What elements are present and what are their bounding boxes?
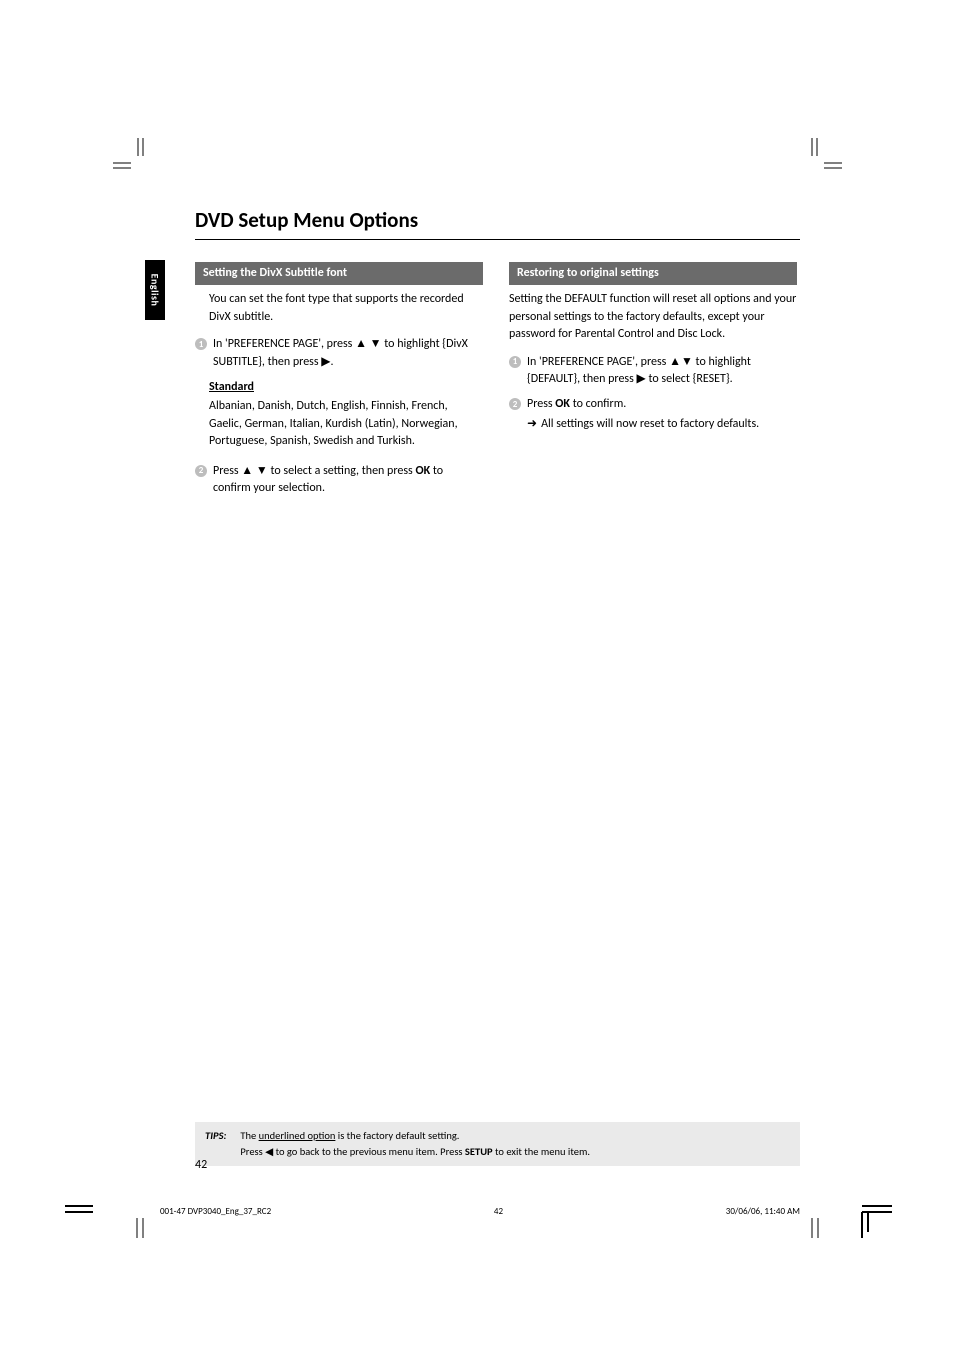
page-content: DVD Setup Menu Options Setting the DivX …	[195, 207, 800, 1197]
right-column: Restoring to original settings Setting t…	[509, 262, 797, 505]
result-text: All settings will now reset to factory d…	[541, 416, 759, 433]
left-column: Setting the DivX Subtitle font You can s…	[195, 262, 483, 505]
tips-box: TIPS: The underlined option is the facto…	[195, 1122, 800, 1166]
step-1-body: In 'PREFERENCE PAGE', press ▲ ▼ to highl…	[213, 336, 483, 371]
standard-body: Albanian, Danish, Dutch, English, Finnis…	[209, 398, 483, 450]
footer-file: 001-47 DVP3040_Eng_37_RC2	[160, 1206, 271, 1217]
page-number: 42	[195, 1158, 207, 1172]
step-1: 1 In 'PREFERENCE PAGE', press ▲ ▼ to hig…	[195, 336, 483, 371]
arrow-icon: ➜	[527, 416, 537, 433]
section-header-divx: Setting the DivX Subtitle font	[195, 262, 483, 285]
footer-page: 42	[494, 1206, 503, 1217]
result-arrow-line: ➜ All settings will now reset to factory…	[527, 416, 797, 433]
language-tab: English	[145, 260, 165, 320]
section-header-restore: Restoring to original settings	[509, 262, 797, 285]
step-2: 2 Press ▲ ▼ to select a setting, then pr…	[195, 463, 483, 498]
step-number-icon: 1	[195, 338, 207, 350]
restore-step-1: 1 In 'PREFERENCE PAGE', press ▲▼ to high…	[509, 354, 797, 389]
page-title: DVD Setup Menu Options	[195, 207, 800, 233]
footer-date: 30/06/06, 11:40 AM	[726, 1206, 800, 1217]
restore-step-2-body: Press OK to confirm. ➜ All settings will…	[527, 396, 797, 433]
crop-mark-br	[792, 1188, 892, 1238]
restore-intro: Setting the DEFAULT function will reset …	[509, 291, 797, 343]
crop-mark-tr	[792, 138, 842, 188]
step-number-icon: 2	[509, 398, 521, 410]
content-columns: Setting the DivX Subtitle font You can s…	[195, 262, 800, 505]
tips-body: The underlined option is the factory def…	[240, 1128, 590, 1160]
title-rule	[195, 239, 800, 240]
crop-mark-bl	[65, 1188, 165, 1238]
step-2-body: Press ▲ ▼ to select a setting, then pres…	[213, 463, 483, 498]
standard-heading: Standard	[209, 379, 483, 396]
restore-step-1-body: In 'PREFERENCE PAGE', press ▲▼ to highli…	[527, 354, 797, 389]
footer: 001-47 DVP3040_Eng_37_RC2 42 30/06/06, 1…	[160, 1206, 800, 1217]
intro-text: You can set the font type that supports …	[209, 291, 483, 326]
language-tab-text: English	[149, 274, 162, 307]
crop-mark-tl	[113, 138, 163, 188]
tips-label: TIPS:	[205, 1128, 226, 1160]
step-number-icon: 2	[195, 465, 207, 477]
step-number-icon: 1	[509, 356, 521, 368]
restore-step-2: 2 Press OK to confirm. ➜ All settings wi…	[509, 396, 797, 433]
